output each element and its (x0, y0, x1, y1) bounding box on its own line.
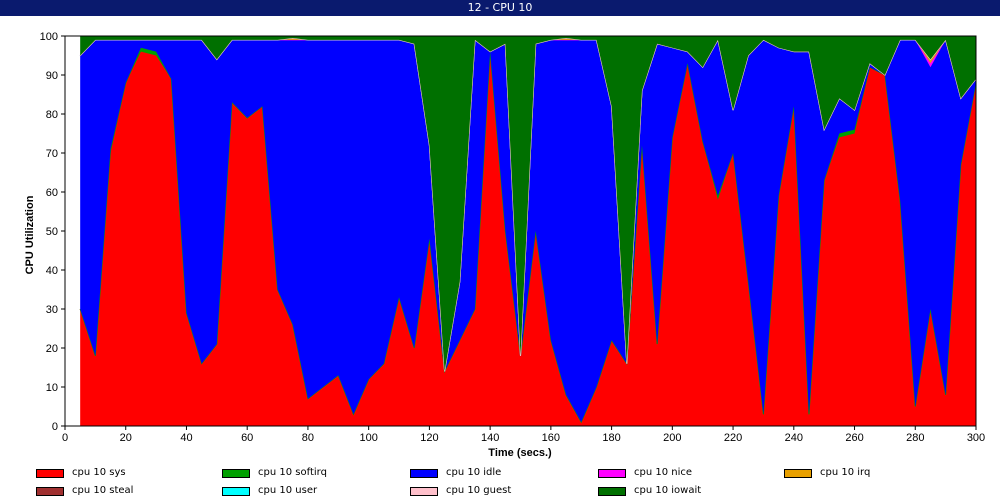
legend-label: cpu 10 nice (634, 467, 693, 478)
legend-swatch (36, 469, 64, 478)
y-tick-label: 40 (46, 265, 58, 277)
chart-area: 0 10 20 30 40 50 60 70 80 90 100 0 20 40 60 80 100 120 140… (0, 16, 1000, 462)
y-tick-label: 100 (40, 31, 58, 43)
x-tick-label: 260 (845, 432, 863, 444)
y-tick-label: 80 (46, 109, 58, 121)
legend-swatch (598, 469, 626, 478)
legend-label: cpu 10 iowait (634, 485, 702, 496)
legend-swatch (410, 487, 438, 496)
x-tick-label: 40 (180, 432, 192, 444)
x-tick-label: 80 (302, 432, 314, 444)
cpu-utilization-chart: 0 10 20 30 40 50 60 70 80 90 100 0 20 40 60 80 100 120 140… (24, 31, 986, 459)
y-tick-label: 20 (46, 343, 58, 355)
chart-legend: cpu 10 sys cpu 10 softirq cpu 10 idle cpu 1… (0, 464, 1000, 504)
area-cpu-10-idle (80, 39, 977, 423)
x-tick-label: 280 (906, 432, 924, 444)
y-axis-label: CPU Utilization (24, 195, 36, 274)
x-tick-label: 0 (62, 432, 68, 444)
x-tick-label: 240 (785, 432, 803, 444)
x-tick-label: 60 (241, 432, 253, 444)
legend-label: cpu 10 sys (72, 467, 126, 478)
y-tick-label: 50 (46, 226, 58, 238)
x-tick-label: 180 (602, 432, 620, 444)
legend-swatch (222, 469, 250, 478)
legend-swatch (222, 487, 250, 496)
legend-swatch (784, 469, 812, 478)
window-title: 12 - CPU 10 (0, 0, 1000, 16)
legend-swatch (410, 469, 438, 478)
y-tick-label: 60 (46, 187, 58, 199)
y-tick-label: 70 (46, 148, 58, 160)
x-tick-label: 300 (967, 432, 985, 444)
legend-label: cpu 10 irq (820, 467, 871, 478)
x-tick-label: 160 (542, 432, 560, 444)
y-tick-label: 90 (46, 70, 58, 82)
y-tick-label: 0 (52, 421, 58, 433)
legend-label: cpu 10 user (258, 485, 318, 496)
area-cpu-10-iowait (80, 36, 977, 372)
chart-axes: 0 10 20 30 40 50 60 70 80 90 100 0 20 40 60 80 100 120 140… (40, 31, 986, 444)
area-cpu-10-sys (80, 51, 977, 426)
y-tick-label: 10 (46, 382, 58, 394)
x-tick-label: 220 (724, 432, 742, 444)
legend-label: cpu 10 softirq (258, 467, 327, 478)
legend-label: cpu 10 guest (446, 485, 512, 496)
legend-swatch (36, 487, 64, 496)
x-axis-label: Time (secs.) (488, 447, 552, 459)
y-tick-label: 30 (46, 304, 58, 316)
x-tick-label: 200 (663, 432, 681, 444)
x-tick-label: 20 (120, 432, 132, 444)
chart-areas (65, 35, 977, 426)
x-tick-label: 140 (481, 432, 499, 444)
legend-label: cpu 10 idle (446, 467, 502, 478)
legend-swatch (598, 487, 626, 496)
x-tick-label: 120 (420, 432, 438, 444)
legend-label: cpu 10 steal (72, 485, 134, 496)
x-tick-label: 100 (359, 432, 377, 444)
